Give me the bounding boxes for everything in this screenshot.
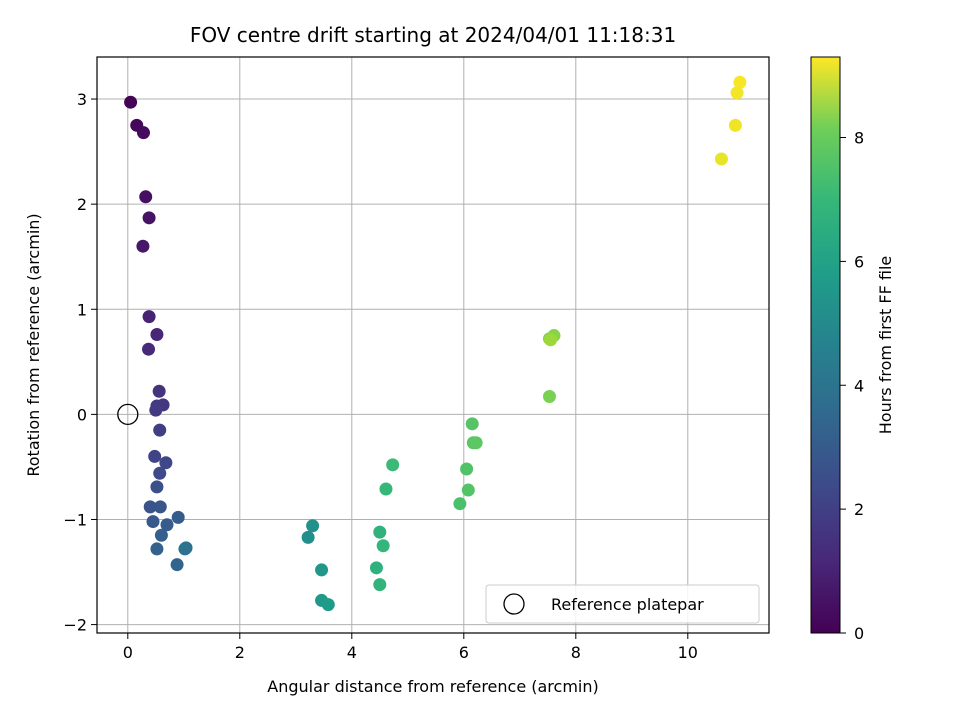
y-tick-label: −1 <box>63 510 87 529</box>
colorbar-tick-label: 4 <box>854 376 864 395</box>
data-point <box>376 539 390 553</box>
grid-lines <box>97 57 769 633</box>
colorbar-tick-label: 2 <box>854 500 864 519</box>
data-point <box>373 525 387 539</box>
x-tick-label: 2 <box>235 643 245 662</box>
data-point <box>306 519 320 533</box>
legend: Reference platepar <box>485 584 760 624</box>
reference-point <box>117 403 139 426</box>
colorbar-tick-label: 8 <box>854 129 864 148</box>
data-point <box>730 86 744 100</box>
data-point <box>142 211 156 225</box>
chart-title: FOV centre drift starting at 2024/04/01 … <box>190 23 676 47</box>
y-axis-ticks: −2 −1 0 1 2 3 <box>63 90 97 635</box>
data-point <box>379 482 393 496</box>
colorbar-ticks: 0 2 4 6 8 <box>840 129 864 643</box>
data-point <box>146 515 160 529</box>
reference-marker <box>117 403 139 426</box>
y-tick-label: −2 <box>63 616 87 635</box>
data-point <box>460 462 474 476</box>
data-point <box>469 436 483 450</box>
y-tick-label: 3 <box>77 90 87 109</box>
data-point <box>321 598 335 612</box>
data-point <box>150 480 164 494</box>
data-point <box>160 518 174 532</box>
data-point <box>142 310 156 324</box>
data-point <box>542 390 556 404</box>
data-point <box>159 456 173 470</box>
data-point <box>386 458 400 472</box>
data-point <box>153 423 167 437</box>
data-point <box>178 542 192 556</box>
data-point <box>453 497 467 511</box>
data-point <box>124 95 138 109</box>
legend-box <box>485 584 760 624</box>
plot-frame <box>96 56 770 634</box>
data-point <box>153 466 167 480</box>
data-point <box>143 500 157 514</box>
data-point <box>544 333 558 347</box>
data-point <box>170 558 184 572</box>
data-point <box>148 449 162 463</box>
y-tick-label: 0 <box>77 405 87 424</box>
x-tick-label: 8 <box>571 643 581 662</box>
data-point <box>465 417 479 431</box>
data-point <box>136 239 150 253</box>
data-point <box>301 530 315 544</box>
data-point <box>733 75 747 89</box>
data-point <box>373 578 387 592</box>
data-point <box>315 563 329 577</box>
data-point <box>149 403 163 417</box>
data-point <box>150 542 164 556</box>
x-axis-label: Angular distance from reference (arcmin) <box>267 677 598 696</box>
data-point <box>369 561 383 575</box>
colorbar-tick-label: 6 <box>854 252 864 271</box>
data-point <box>714 152 728 166</box>
data-point <box>142 342 156 356</box>
data-point <box>728 118 742 132</box>
data-point <box>461 483 475 497</box>
colorbar-label: Hours from first FF file <box>876 256 895 435</box>
y-tick-label: 2 <box>77 195 87 214</box>
x-tick-label: 6 <box>459 643 469 662</box>
y-axis-label: Rotation from reference (arcmin) <box>24 213 43 476</box>
data-point <box>171 510 185 524</box>
data-point <box>136 126 150 140</box>
data-point <box>154 528 168 542</box>
data-points <box>124 75 747 612</box>
y-tick-label: 1 <box>77 300 87 319</box>
x-tick-label: 4 <box>347 643 357 662</box>
data-point <box>139 190 153 204</box>
data-point <box>153 500 167 514</box>
colorbar-tick-label: 0 <box>854 624 864 643</box>
x-axis-ticks: 0 2 4 6 8 10 <box>123 633 698 662</box>
data-point <box>150 327 164 341</box>
legend-marker-open-circle <box>503 593 525 615</box>
data-point <box>152 384 166 398</box>
x-tick-label: 10 <box>678 643 698 662</box>
colorbar <box>810 56 841 634</box>
legend-label-reference-platepar: Reference platepar <box>551 595 704 614</box>
x-tick-label: 0 <box>123 643 133 662</box>
